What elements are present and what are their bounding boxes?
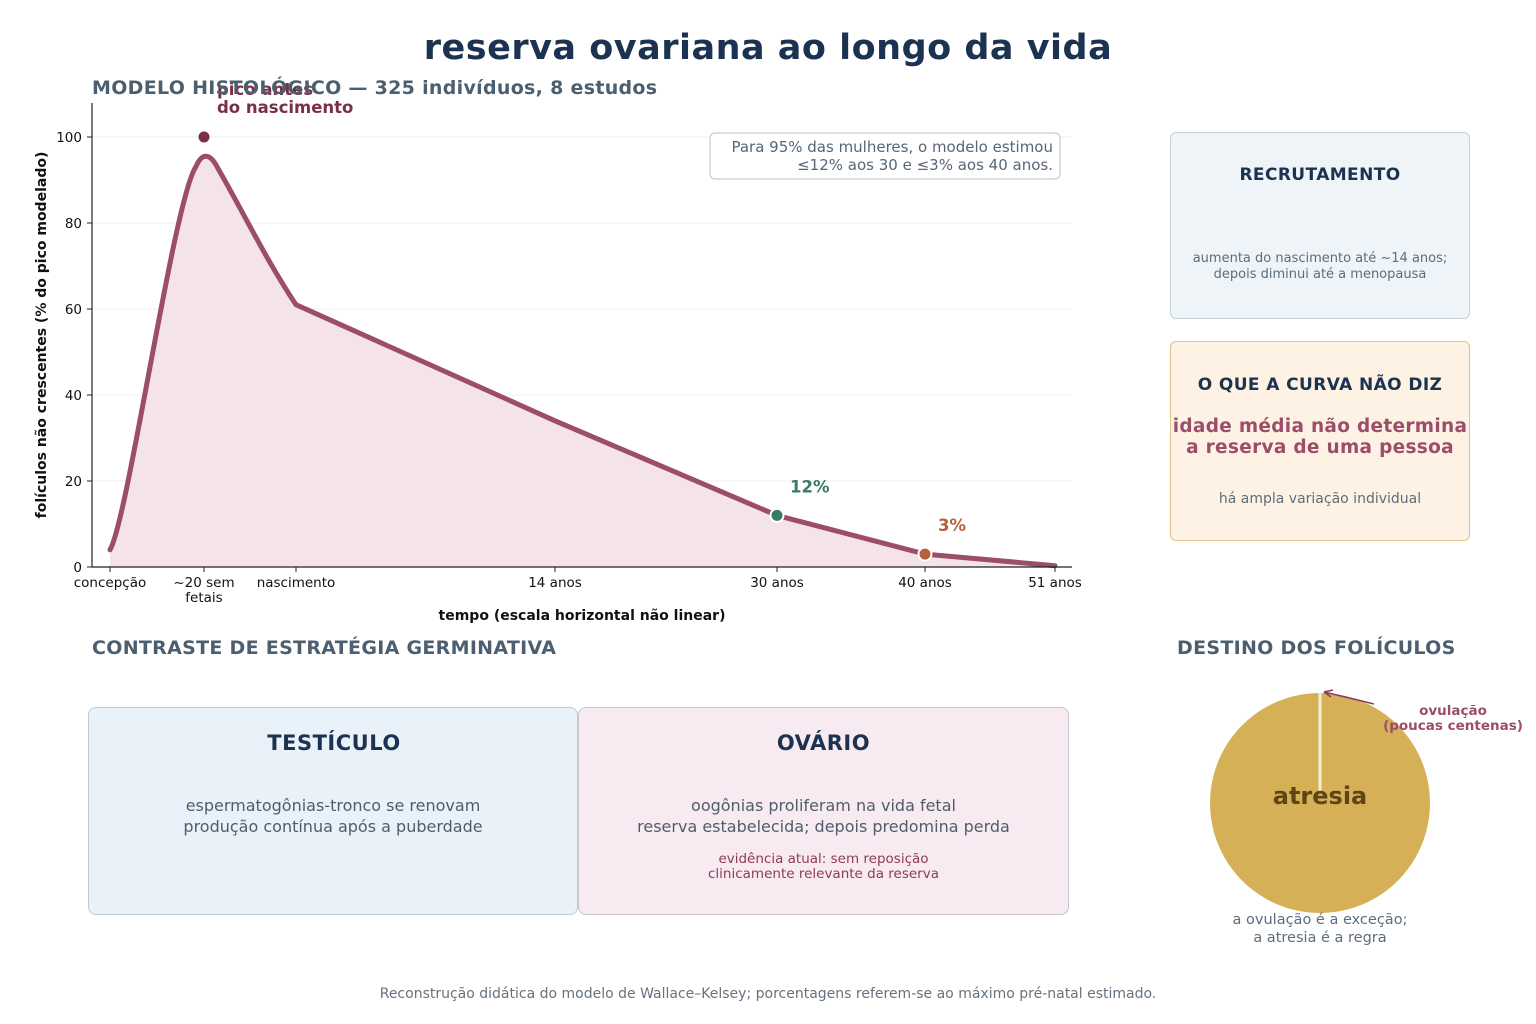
page-title: reserva ovariana ao longo da vida [423, 28, 1113, 68]
x-tick-label-0-0: concepção [74, 575, 147, 591]
x-tick-label-1-0: ~20 sem [173, 575, 234, 591]
testis-line-2: produção contínua após a puberdade [183, 817, 483, 836]
curve-limits-card: O QUE A CURVA NÃO DIZ idade média não de… [1170, 341, 1470, 541]
area-fill [110, 156, 1055, 567]
x-tick-label-6-0: 51 anos [1028, 575, 1082, 591]
ovary-line-1: oogônias proliferam na vida fetal [691, 796, 956, 815]
marker-label-0-1: do nascimento [217, 98, 353, 117]
footer-note: Reconstrução didática do modelo de Walla… [379, 986, 1157, 1002]
x-tick-label-2-0: nascimento [257, 575, 336, 591]
marker-point-0 [198, 131, 210, 143]
y-tick-label-4: 80 [65, 216, 82, 232]
y-tick-label-5: 100 [56, 130, 82, 146]
marker-label-2-0: 3% [938, 516, 966, 535]
ovary-note-2: clinicamente relevante da reserva [708, 866, 939, 882]
pie-label-atresia: atresia [1273, 782, 1368, 810]
x-tick-label-3-0: 14 anos [528, 575, 582, 591]
testis-card: TESTÍCULO espermatogônias-tronco se reno… [88, 707, 578, 915]
annotation-line-2: ≤12% aos 30 e ≤3% aos 40 anos. [797, 156, 1053, 174]
marker-label-1-0: 12% [790, 477, 830, 496]
ovulation-arrow-head [1323, 689, 1334, 698]
y-tick-label-1: 20 [65, 474, 82, 490]
curve-limits-highlight-1: idade média não determina [1172, 416, 1468, 437]
ovary-card: OVÁRIO oogônias proliferam na vida fetal… [578, 707, 1069, 915]
chart-section-title: MODELO HISTOLÓGICO — 325 indivíduos, 8 e… [92, 75, 657, 99]
x-tick-label-5-0: 40 anos [898, 575, 952, 591]
ovary-title: OVÁRIO [776, 731, 871, 755]
pie-label-ovulacao-2: (poucas centenas) [1383, 718, 1523, 734]
y-tick-label-2: 40 [65, 388, 82, 404]
pie-caption-1: a ovulação é a exceção; [1233, 912, 1408, 928]
y-tick-label-0: 0 [73, 560, 82, 576]
curve-limits-highlight-2: a reserva de uma pessoa [1186, 437, 1454, 458]
chart-axes [91, 103, 1072, 568]
x-tick-label-1-1: fetais [185, 590, 222, 606]
series-line [107, 153, 1058, 569]
x-axis-label: tempo (escala horizontal não linear) [439, 608, 726, 624]
follicle-fate-pie [1210, 692, 1431, 913]
recruitment-text-1: aumenta do nascimento até ~14 anos; [1192, 251, 1448, 266]
testis-line-1: espermatogônias-tronco se renovam [185, 796, 481, 815]
destiny-section-title: DESTINO DOS FOLÍCULOS [1177, 637, 1456, 659]
pie-label-ovulacao-1: ovulação [1419, 703, 1487, 719]
strategy-section-title: CONTRASTE DE ESTRATÉGIA GERMINATIVA [92, 637, 557, 659]
marker-label-0-0: pico antes [217, 80, 313, 99]
curve-limits-text: há ampla variação individual [1218, 491, 1422, 507]
recruitment-title: RECRUTAMENTO [1239, 165, 1401, 185]
annotation-line-1: Para 95% das mulheres, o modelo estimou [731, 138, 1053, 156]
recruitment-card: RECRUTAMENTO aumenta do nascimento até ~… [1170, 132, 1470, 319]
recruitment-text-2: depois diminui até a menopausa [1213, 267, 1427, 282]
ovary-line-2: reserva estabelecida; depois predomina p… [637, 817, 1010, 836]
pie-caption-2: a atresia é a regra [1253, 930, 1386, 946]
y-axis-label: folículos não crescentes (% do pico mode… [34, 152, 50, 519]
annotation-box: Para 95% das mulheres, o modelo estimou … [709, 132, 1061, 180]
testis-title: TESTÍCULO [267, 731, 401, 755]
ovary-note-1: evidência atual: sem reposição [718, 851, 929, 867]
pie-slice-0 [1210, 692, 1431, 913]
y-tick-label-3: 60 [65, 302, 82, 318]
x-tick-label-4-0: 30 anos [750, 575, 804, 591]
curve-limits-title: O QUE A CURVA NÃO DIZ [1197, 375, 1443, 395]
ovulation-arrow [1323, 691, 1375, 705]
marker-point-2 [917, 546, 933, 562]
marker-point-1 [769, 507, 785, 523]
